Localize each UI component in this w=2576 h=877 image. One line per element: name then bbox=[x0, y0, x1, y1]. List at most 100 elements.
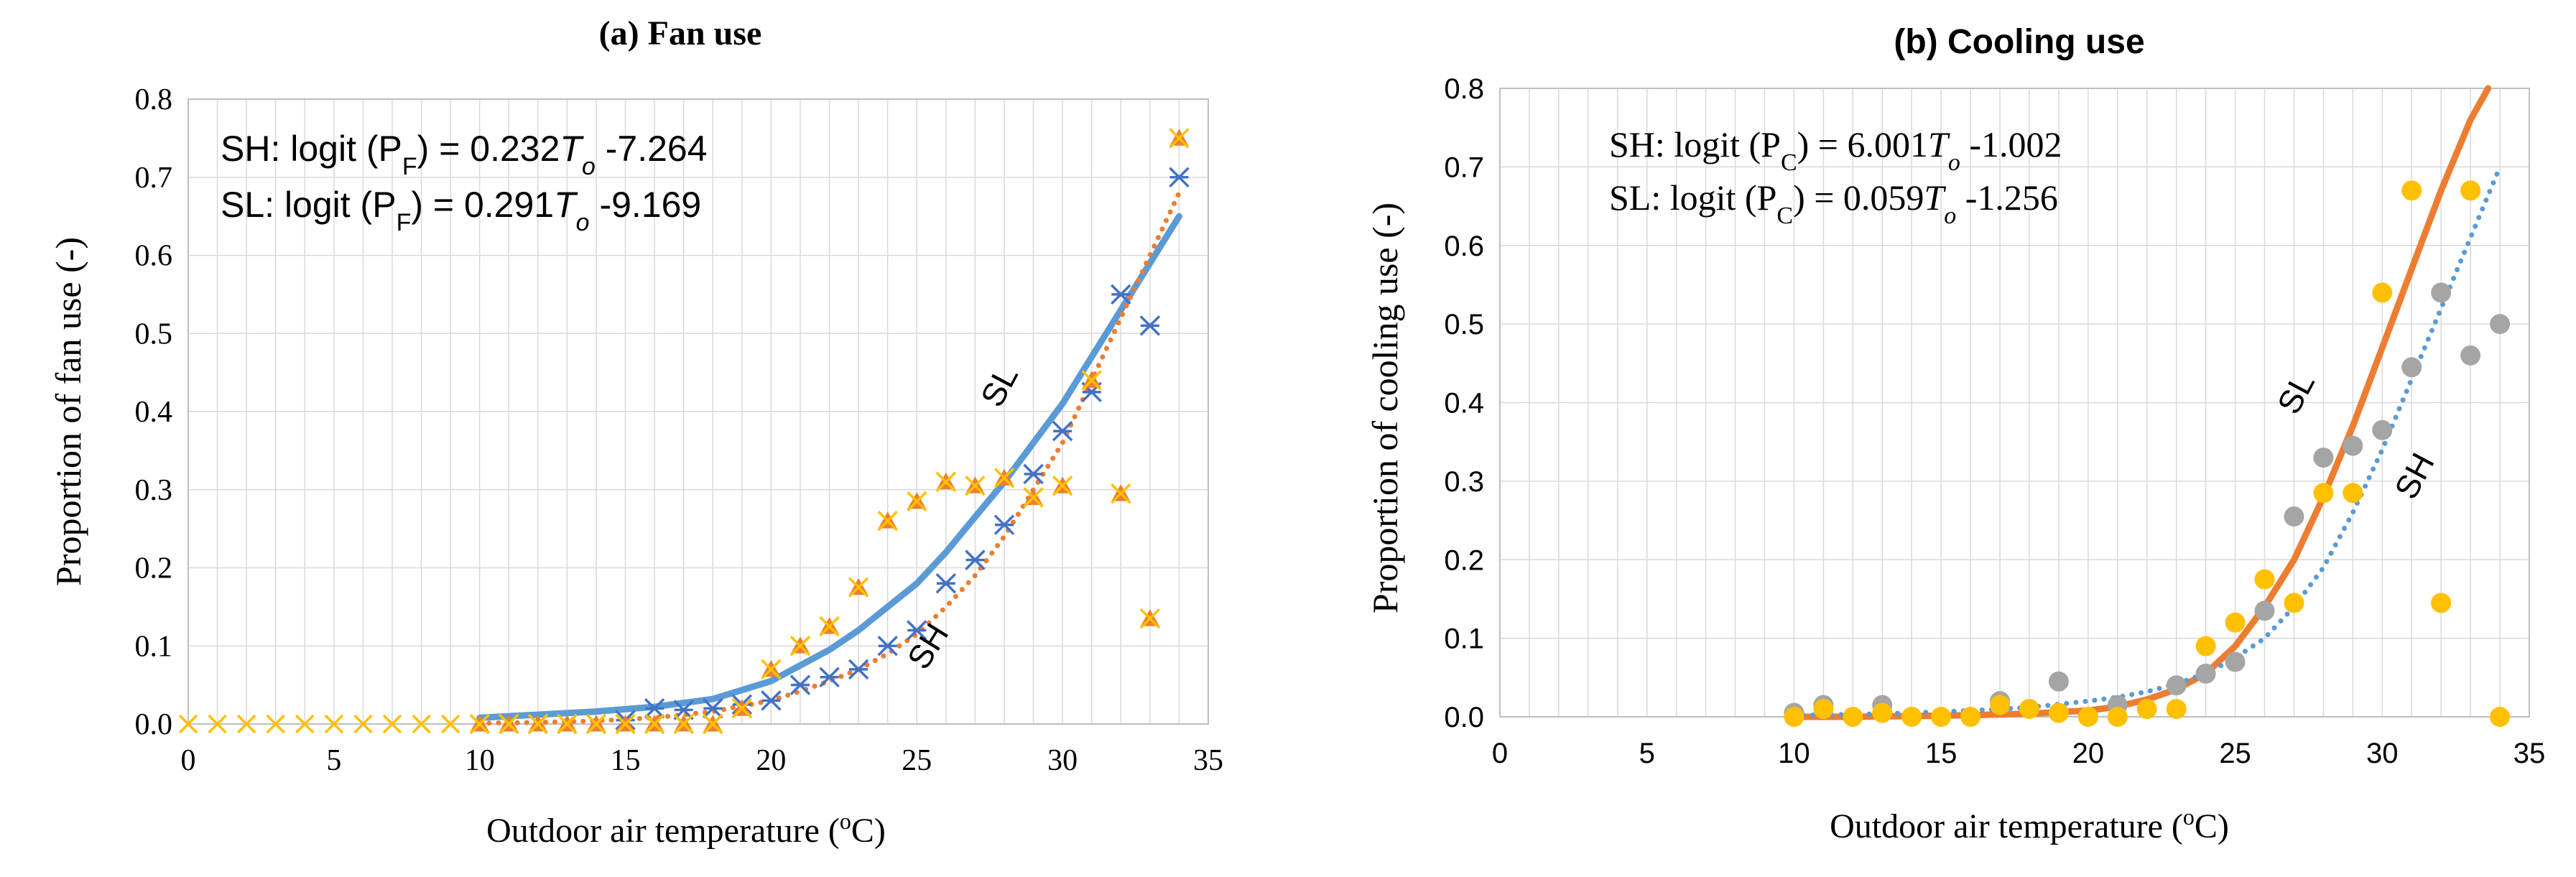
data-point-sh-observed-fan bbox=[1023, 463, 1044, 485]
equation-part: -9.169 bbox=[590, 185, 702, 225]
equation-part: SH: logit (P bbox=[1609, 124, 1781, 164]
data-point-sl-observed-cooling bbox=[2284, 593, 2304, 613]
data-point-sh-observed-fan bbox=[1111, 284, 1131, 305]
data-point-zero-observations-fan bbox=[644, 714, 664, 734]
data-point-sl-observed-fan bbox=[848, 577, 869, 598]
data-point-sl-observed-cooling bbox=[2195, 636, 2216, 656]
x-tick-label-fan: 30 bbox=[1047, 744, 1078, 777]
y-tick-label-fan: 0.5 bbox=[135, 317, 173, 351]
data-point-sl-observed-cooling bbox=[2107, 707, 2128, 727]
data-point-zero-observations-fan bbox=[208, 714, 227, 734]
x-marker bbox=[1081, 370, 1102, 391]
x-axis-label-unit: C) bbox=[2195, 807, 2229, 845]
y-tick-label-fan: 0.6 bbox=[135, 240, 173, 273]
data-point-sh-observed-fan bbox=[848, 659, 869, 680]
data-point-sl-observed-fan bbox=[907, 491, 927, 512]
data-point-zero-observations-fan bbox=[499, 714, 519, 734]
y-tick-label-cooling: 0.3 bbox=[1444, 466, 1484, 498]
x-axis-label-cooling-text: Outdoor air temperature ( bbox=[1830, 807, 2183, 845]
data-point-sh-observed-fan bbox=[761, 690, 782, 711]
data-point-sl-observed-cooling bbox=[2048, 702, 2069, 723]
data-point-sl-observed-fan bbox=[1023, 487, 1044, 508]
x-marker bbox=[1052, 475, 1073, 496]
x-tick-label-fan: 25 bbox=[902, 744, 932, 777]
data-point-sl-observed-fan bbox=[789, 636, 811, 656]
data-point-sh-observed-cooling bbox=[2460, 345, 2481, 366]
data-point-sh-observed-cooling bbox=[2401, 357, 2422, 378]
data-point-zero-observations-fan bbox=[412, 714, 431, 734]
chart-title-cooling: (b) Cooling use bbox=[1894, 23, 2144, 61]
equation-variable-subscript: o bbox=[1944, 203, 1956, 229]
data-point-sh-observed-cooling bbox=[2490, 314, 2511, 335]
data-point-zero-observations-fan bbox=[470, 714, 489, 734]
data-point-sl-observed-fan bbox=[965, 475, 986, 496]
y-tick-label-fan: 0.3 bbox=[135, 474, 173, 507]
equation-variable-subscript: o bbox=[1948, 149, 1960, 176]
equation-subscript: C bbox=[1776, 203, 1793, 229]
x-tick-label-cooling: 35 bbox=[2514, 738, 2546, 769]
data-point-sh-observed-fan bbox=[935, 573, 957, 594]
data-points-fan bbox=[178, 128, 1190, 735]
data-point-sh-observed-cooling bbox=[2372, 419, 2393, 440]
data-point-sl-observed-cooling bbox=[2343, 483, 2363, 504]
equation-variable: T bbox=[1928, 124, 1950, 164]
y-axis-label-fan: Proportion of fan use (-) bbox=[48, 237, 88, 586]
data-point-zero-observations-fan bbox=[178, 714, 198, 734]
x-tick-label-cooling: 0 bbox=[1492, 738, 1508, 769]
chart-title-fan: (a) Fan use bbox=[599, 14, 762, 52]
data-point-sl-observed-fan bbox=[819, 616, 840, 637]
x-tick-label-cooling: 10 bbox=[1778, 738, 1810, 769]
data-point-sh-observed-cooling bbox=[2284, 506, 2304, 527]
data-point-zero-observations-fan bbox=[528, 714, 548, 734]
x-tick-labels-fan: 0 5 10 15 20 25 30 35 bbox=[181, 744, 1224, 777]
x-marker bbox=[993, 468, 1015, 488]
equation-sl-cooling: SL: logit (PC) = 0.059To -1.256 bbox=[1609, 177, 2058, 229]
y-tick-label-fan: 0.1 bbox=[135, 630, 173, 663]
data-point-sl-observed-fan bbox=[877, 511, 898, 532]
equation-part: ) = 6.001 bbox=[1797, 124, 1928, 164]
equation-variable: T bbox=[560, 129, 584, 169]
panel-fan-use: (a) Fan use 0.00.10.20.30.40.50.60.70.8 … bbox=[48, 14, 1223, 850]
equation-part: -1.256 bbox=[1956, 177, 2058, 218]
data-point-sl-observed-cooling bbox=[1960, 707, 1981, 727]
x-marker bbox=[877, 511, 898, 532]
equation-part: -1.002 bbox=[1960, 124, 2062, 164]
x-tick-label-fan: 15 bbox=[611, 744, 641, 777]
data-point-sh-observed-fan bbox=[644, 698, 665, 719]
x-tick-label-fan: 35 bbox=[1193, 744, 1223, 777]
x-marker bbox=[907, 491, 927, 512]
equation-part: -7.264 bbox=[596, 129, 708, 169]
x-tick-label-fan: 10 bbox=[465, 744, 495, 777]
data-point-sl-observed-fan bbox=[935, 471, 957, 493]
y-tick-label-cooling: 0.6 bbox=[1444, 231, 1484, 262]
data-point-sl-observed-cooling bbox=[2019, 699, 2039, 720]
data-point-sl-observed-cooling bbox=[2401, 180, 2422, 201]
equation-part: SL: logit (P bbox=[1609, 177, 1776, 218]
equation-sl-fan: SL: logit (PF) = 0.291To -9.169 bbox=[221, 185, 701, 236]
y-axis-label-cooling: Proportion of cooling use (-) bbox=[1365, 203, 1405, 613]
x-marker bbox=[848, 577, 869, 598]
data-point-sl-observed-fan bbox=[1081, 370, 1102, 391]
data-point-zero-observations-fan bbox=[266, 714, 285, 734]
equation-part: ) = 0.291 bbox=[411, 185, 554, 225]
data-point-sl-observed-cooling bbox=[1872, 702, 1893, 723]
data-point-sh-observed-fan bbox=[877, 636, 898, 656]
x-axis-label-fan-text: Outdoor air temperature ( bbox=[486, 812, 840, 850]
data-point-sl-observed-cooling bbox=[1784, 707, 1804, 727]
x-axis-label-fan: Outdoor air temperature (oC) bbox=[486, 808, 886, 850]
data-point-sh-observed-cooling bbox=[2166, 675, 2187, 696]
x-tick-label-fan: 20 bbox=[756, 744, 786, 777]
data-point-sl-observed-fan bbox=[993, 468, 1015, 488]
x-tick-label-fan: 0 bbox=[181, 744, 196, 777]
x-marker bbox=[1139, 608, 1161, 629]
data-point-sl-observed-cooling bbox=[2490, 707, 2511, 727]
x-tick-labels-cooling: 0 5 10 15 20 25 30 35 bbox=[1492, 738, 2545, 769]
x-marker bbox=[1023, 487, 1044, 508]
equation-sh-fan: SH: logit (PF) = 0.232To -7.264 bbox=[221, 129, 708, 180]
data-point-zero-observations-fan bbox=[353, 714, 373, 734]
x-tick-label-cooling: 25 bbox=[2219, 738, 2251, 769]
equation-variable-subscript: o bbox=[576, 209, 590, 236]
equation-part: SH: logit (P bbox=[221, 129, 402, 169]
equation-subscript: F bbox=[402, 153, 417, 180]
data-point-zero-observations-fan bbox=[295, 714, 315, 734]
